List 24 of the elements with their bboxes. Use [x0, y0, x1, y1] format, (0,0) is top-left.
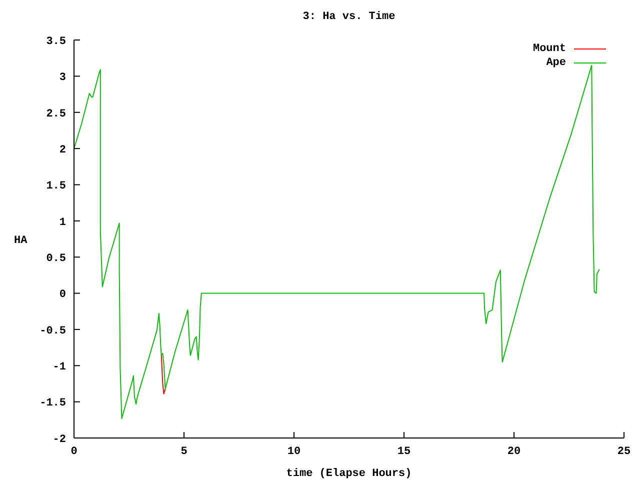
- x-tick-label: 10: [287, 446, 301, 458]
- x-tick-label: 0: [70, 446, 78, 458]
- y-tick-label: 3: [59, 72, 66, 84]
- legend-label: Ape: [546, 57, 566, 69]
- y-tick-label: 1: [59, 216, 66, 229]
- y-axis-title: HA: [14, 234, 28, 247]
- y-tick-label: 2.5: [46, 108, 66, 120]
- y-tick-label: -1: [52, 362, 66, 374]
- x-tick-label: 25: [617, 446, 631, 458]
- y-tick-label: 1.5: [46, 180, 66, 193]
- chart-title: 3: Ha vs. Time: [302, 11, 396, 23]
- y-tick-label: -0.5: [40, 325, 66, 338]
- y-tick-label: -2: [52, 434, 66, 446]
- x-tick-label: 20: [507, 446, 521, 458]
- legend-label: Mount: [532, 43, 566, 55]
- y-tick-label: -1.5: [40, 398, 66, 410]
- x-tick-label: 5: [180, 446, 188, 458]
- x-tick-label: 15: [397, 446, 411, 458]
- line-series: [160, 354, 166, 394]
- y-tick-label: 2: [59, 144, 66, 156]
- y-tick-label: 3.5: [46, 36, 66, 48]
- y-tick-label: 0: [59, 289, 66, 302]
- y-tick-label: 0.5: [46, 252, 66, 265]
- x-axis-title: time (Elapse Hours): [286, 468, 412, 480]
